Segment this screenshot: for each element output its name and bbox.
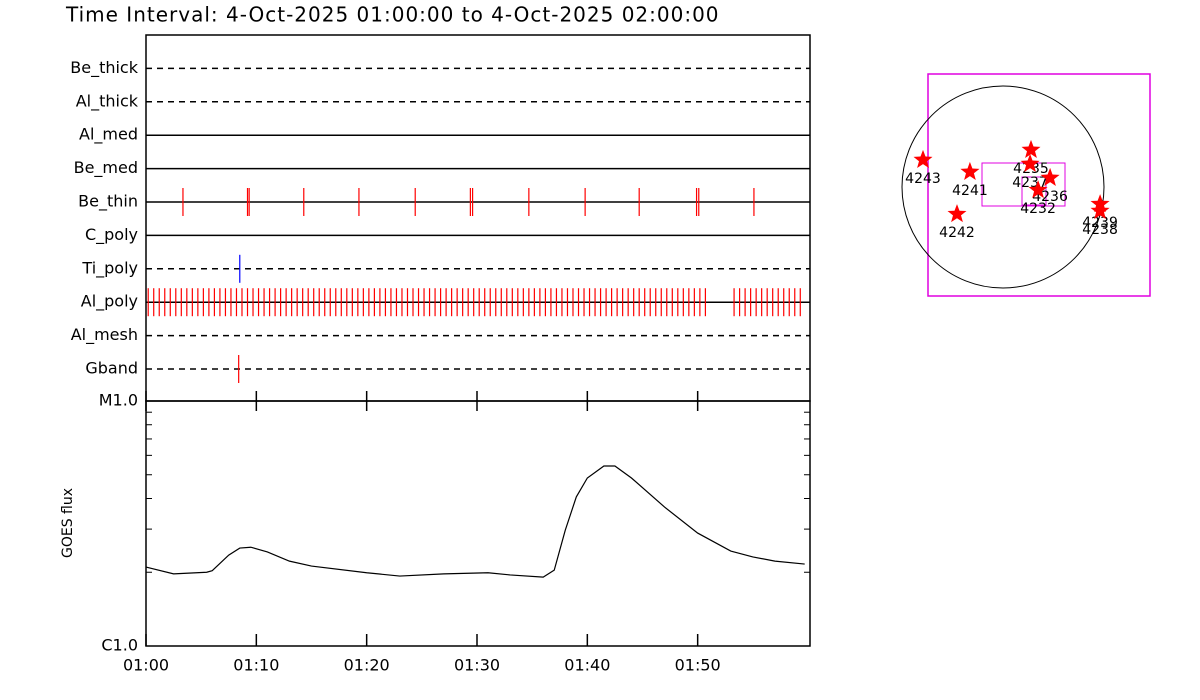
region-star	[1090, 201, 1110, 220]
x-tick-label: 01:50	[675, 656, 721, 675]
fov-box	[927, 73, 1151, 297]
region-star	[947, 204, 967, 223]
row-label: Al_mesh	[71, 325, 138, 345]
row-label: Be_thick	[70, 58, 138, 78]
row-label: Ti_poly	[81, 258, 138, 278]
row-label: Al_thick	[76, 91, 139, 111]
goes-curve	[145, 465, 805, 578]
region-star	[913, 149, 933, 168]
row-label: Al_med	[79, 125, 138, 145]
region-label: 4243	[905, 171, 941, 187]
region-star	[1020, 153, 1040, 172]
x-tick-label: 01:10	[233, 656, 279, 675]
filter-panel	[145, 34, 811, 402]
row-label: Be_thin	[78, 192, 138, 212]
row-label: Gband	[85, 359, 138, 378]
region-label: 4239	[1082, 215, 1118, 231]
solar-limb	[901, 85, 1105, 289]
region-label: 4242	[939, 225, 975, 241]
y-axis-label: GOES flux	[60, 488, 76, 558]
region-label: 4235	[1013, 161, 1049, 177]
y-tick-label: C1.0	[101, 636, 138, 655]
region-label: 4241	[952, 183, 988, 199]
goes-panel	[145, 400, 811, 647]
region-star	[960, 161, 980, 180]
x-tick-label: 01:20	[344, 656, 390, 675]
region-star	[1028, 180, 1048, 199]
x-tick-label: 01:40	[564, 656, 610, 675]
region-label: 4232	[1020, 201, 1056, 217]
y-tick-label: M1.0	[99, 391, 138, 410]
region-star	[1021, 139, 1041, 158]
title: Time Interval: 4-Oct-2025 01:00:00 to 4-…	[65, 3, 720, 27]
region-label: 4238	[1082, 222, 1118, 238]
row-label: Be_med	[74, 158, 138, 178]
row-label: C_poly	[85, 225, 138, 245]
row-label: Al_poly	[81, 292, 138, 312]
region-star	[1040, 167, 1060, 186]
x-tick-label: 01:30	[454, 656, 500, 675]
fov-box	[1021, 176, 1047, 206]
x-tick-label: 01:00	[123, 656, 169, 675]
